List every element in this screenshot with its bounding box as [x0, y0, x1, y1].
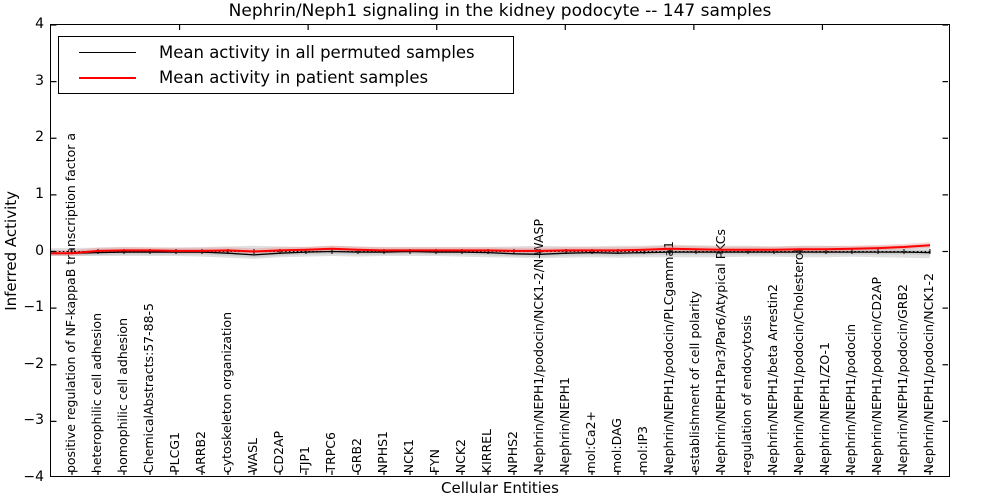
y-tick-label: 3	[35, 72, 44, 89]
y-tick-label: −3	[23, 412, 44, 429]
y-tick-label: 4	[35, 16, 44, 32]
legend-item-permuted: Mean activity in all permuted samples	[59, 43, 513, 62]
y-tick-label: −4	[23, 469, 44, 485]
legend-label-permuted: Mean activity in all permuted samples	[159, 43, 475, 62]
x-axis-label: Cellular Entities	[441, 479, 559, 497]
legend: Mean activity in all permuted samples Me…	[58, 36, 514, 94]
y-tick-label: 1	[35, 185, 44, 202]
plot-area: positive regulation of NF-kappaB transcr…	[50, 24, 950, 477]
y-tick-label: −2	[23, 355, 44, 372]
legend-label-patient: Mean activity in patient samples	[159, 68, 429, 87]
y-tick-label: 2	[35, 129, 44, 146]
legend-line-permuted	[79, 51, 136, 54]
chart-canvas	[51, 25, 948, 475]
legend-line-patient	[79, 76, 136, 79]
legend-item-patient: Mean activity in patient samples	[59, 68, 513, 87]
chart-title: Nephrin/Neph1 signaling in the kidney po…	[228, 1, 772, 21]
y-tick-label: 0	[35, 242, 44, 259]
y-tick-label: −1	[23, 299, 44, 316]
